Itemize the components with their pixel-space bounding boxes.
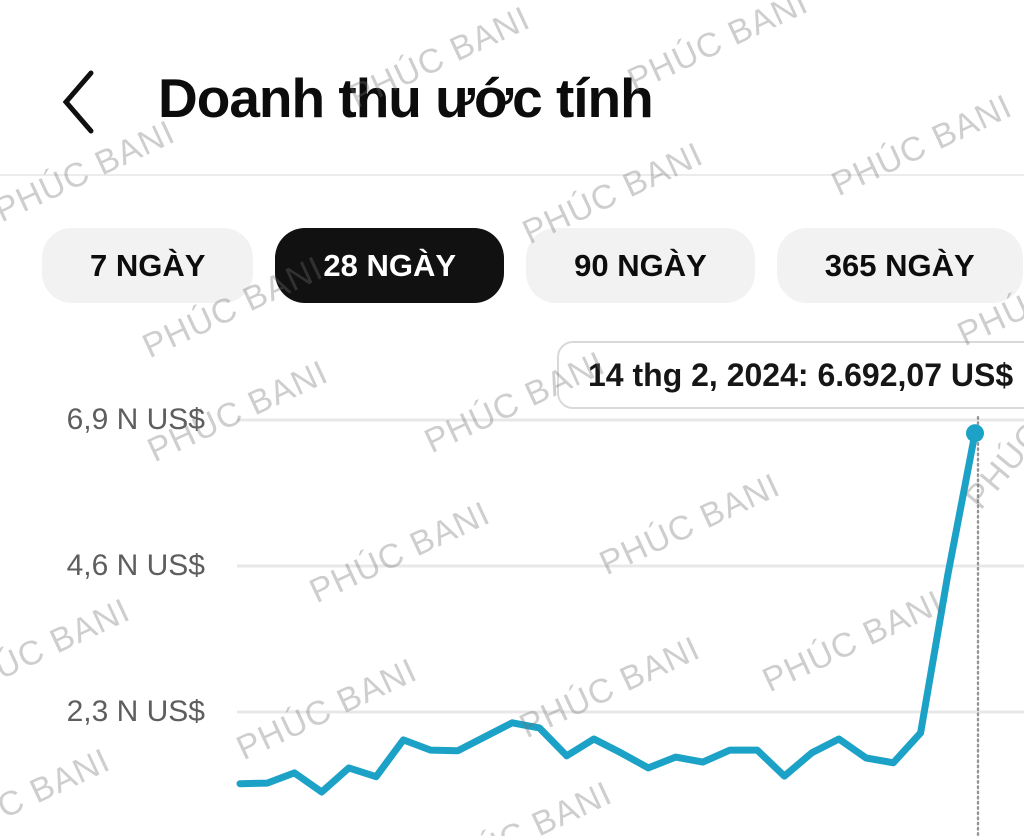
tab-365-days[interactable]: 365 NGÀY [776, 228, 1023, 303]
y-tick-label: 4,6 N US$ [66, 549, 205, 582]
tab-label: 90 NGÀY [574, 247, 707, 283]
tab-label: 7 NGÀY [90, 247, 206, 283]
tab-label: 365 NGÀY [824, 247, 975, 283]
y-tick-label: 2,3 N US$ [66, 695, 205, 728]
period-tabs: 7 NGÀY 28 NGÀY 90 NGÀY 365 NGÀY [42, 228, 1023, 303]
back-chevron-icon [62, 70, 94, 134]
chart-tooltip: 14 thg 2, 2024: 6.692,07 US$ [557, 341, 1024, 409]
back-button[interactable] [50, 62, 106, 142]
header-divider [0, 174, 1024, 176]
tab-90-days[interactable]: 90 NGÀY [526, 228, 755, 303]
y-tick-label: 6,9 N US$ [66, 403, 205, 436]
tab-28-days[interactable]: 28 NGÀY [275, 228, 505, 303]
chart-tooltip-text: 14 thg 2, 2024: 6.692,07 US$ [588, 356, 1014, 393]
highlighted-data-point [966, 424, 984, 443]
tab-label: 28 NGÀY [323, 247, 457, 283]
header: Doanh thu ước tính [0, 0, 1024, 176]
revenue-line [236, 429, 979, 796]
page-title: Doanh thu ước tính [158, 67, 654, 129]
tab-7-days[interactable]: 7 NGÀY [42, 228, 254, 303]
